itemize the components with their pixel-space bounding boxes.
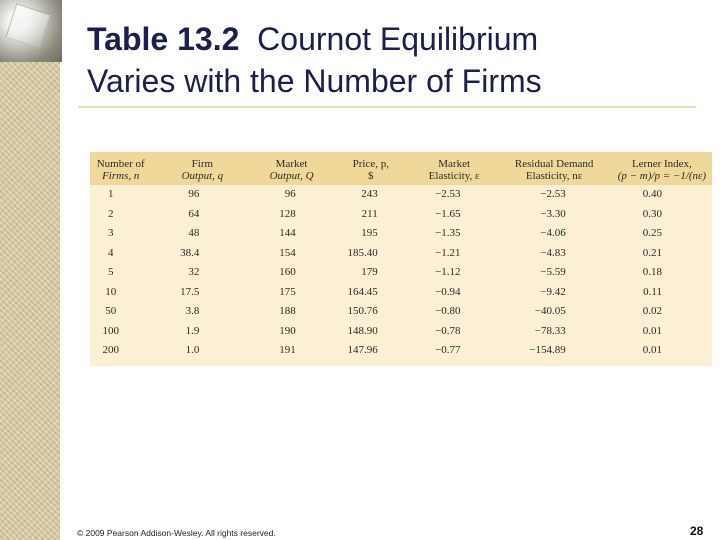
cell-market-elasticity: −1.21 bbox=[435, 246, 461, 259]
cell-firms: 100 bbox=[102, 324, 119, 337]
cell-firm-output: 64 bbox=[188, 207, 200, 220]
cell-price: 164.45 bbox=[347, 285, 378, 298]
cell-market-output: 190 bbox=[279, 324, 296, 337]
cell-residual-elasticity: −154.89 bbox=[529, 344, 566, 356]
cell-market-elasticity: −0.94 bbox=[435, 285, 461, 298]
cell-firms: 5 bbox=[107, 266, 114, 278]
header-firm-output: Firm Output, q bbox=[181, 158, 224, 182]
cell-price: 185.40 bbox=[347, 246, 378, 259]
table-header-row: Number of Firms, n Firm Output, q Market Ou… bbox=[90, 152, 712, 185]
data-table-container: Number of Firms, n Firm Output, q Market Ou… bbox=[90, 152, 712, 366]
cell-market-output: 128 bbox=[279, 207, 296, 220]
title-line2: Varies with the Number of Firms bbox=[87, 63, 542, 99]
table-row: 1 96 96 243 −2.53 −2.53 0.40 bbox=[90, 185, 712, 205]
cell-lerner-index: 0.40 bbox=[642, 188, 662, 200]
cell-firms: 50 bbox=[105, 305, 117, 317]
table-row: 4 38.4 154 185.40 −1.21 −4.83 0.21 bbox=[90, 244, 712, 264]
cell-residual-elasticity: −78.33 bbox=[534, 324, 566, 337]
cell-market-output: 188 bbox=[279, 305, 296, 317]
cell-market-output: 160 bbox=[279, 266, 296, 278]
cell-lerner-index: 0.02 bbox=[642, 305, 662, 317]
cell-market-elasticity: −0.80 bbox=[435, 305, 461, 317]
page-number: 28 bbox=[690, 524, 704, 538]
cell-price: 150.76 bbox=[347, 305, 378, 317]
cell-market-elasticity: −1.35 bbox=[435, 227, 461, 239]
table-row: 50 3.8 188 150.76 −0.80 −40.05 0.02 bbox=[90, 302, 712, 322]
header-market-elasticity: Market Elasticity, ε bbox=[428, 158, 480, 182]
title-divider bbox=[78, 106, 696, 108]
cell-firm-output: 38.4 bbox=[180, 246, 200, 259]
cell-firms: 1 bbox=[107, 188, 114, 200]
cell-residual-elasticity: −40.05 bbox=[534, 305, 566, 317]
cell-market-output: 144 bbox=[279, 227, 296, 239]
cell-firm-output: 32 bbox=[188, 266, 200, 278]
title-line1-rest: Cournot Equilibrium bbox=[257, 21, 539, 57]
cell-firms: 2 bbox=[107, 207, 114, 220]
ice-cube-image bbox=[0, 0, 62, 62]
cell-market-output: 175 bbox=[279, 285, 296, 298]
cell-market-output: 191 bbox=[279, 344, 296, 356]
cell-residual-elasticity: −2.53 bbox=[540, 188, 566, 200]
header-number-of-firms: Number of Firms, n bbox=[96, 158, 145, 182]
cell-firm-output: 96 bbox=[188, 188, 200, 200]
cell-market-elasticity: −0.78 bbox=[435, 324, 461, 337]
cell-lerner-index: 0.18 bbox=[642, 266, 662, 278]
cell-residual-elasticity: −4.06 bbox=[540, 227, 566, 239]
cell-residual-elasticity: −3.30 bbox=[540, 207, 566, 220]
table-row: 10 17.5 175 164.45 −0.94 −9.42 0.11 bbox=[90, 283, 712, 303]
header-lerner-index: Lerner Index, (p − m)/p = −1/(nε) bbox=[617, 158, 707, 182]
table-row: 100 1.9 190 148.90 −0.78 −78.33 0.01 bbox=[90, 322, 712, 342]
cell-firm-output: 3.8 bbox=[185, 305, 200, 317]
cell-firms: 4 bbox=[107, 246, 114, 259]
table-row: 5 32 160 179 −1.12 −5.59 0.18 bbox=[90, 263, 712, 283]
header-price: Price, p, $ bbox=[352, 158, 389, 182]
cell-market-elasticity: −1.65 bbox=[435, 207, 461, 220]
cell-firm-output: 48 bbox=[188, 227, 200, 239]
title-table-number: Table 13.2 bbox=[87, 21, 240, 57]
cell-lerner-index: 0.01 bbox=[642, 324, 662, 337]
table-row: 200 1.0 191 147.96 −0.77 −154.89 0.01 bbox=[90, 341, 712, 361]
cell-price: 211 bbox=[361, 207, 378, 220]
cell-price: 148.90 bbox=[347, 324, 378, 337]
cell-market-output: 96 bbox=[284, 188, 296, 200]
cell-firms: 3 bbox=[107, 227, 114, 239]
table-row: 2 64 128 211 −1.65 −3.30 0.30 bbox=[90, 205, 712, 225]
cell-firm-output: 1.9 bbox=[185, 324, 200, 337]
cell-lerner-index: 0.01 bbox=[642, 344, 662, 356]
cell-firm-output: 1.0 bbox=[185, 344, 200, 356]
header-residual-demand-elasticity: Residual Demand Elasticity, nε bbox=[514, 158, 594, 182]
table-row: 3 48 144 195 −1.35 −4.06 0.25 bbox=[90, 224, 712, 244]
slide-title: Table 13.2 Cournot Equilibrium Varies wi… bbox=[87, 18, 707, 102]
copyright-footer: © 2009 Pearson Addison-Wesley. All right… bbox=[77, 528, 276, 538]
decorative-left-strip bbox=[0, 0, 60, 540]
cell-market-output: 154 bbox=[279, 246, 296, 259]
cell-market-elasticity: −0.77 bbox=[435, 344, 461, 356]
cell-price: 243 bbox=[361, 188, 378, 200]
cell-price: 147.96 bbox=[347, 344, 378, 356]
cell-firms: 200 bbox=[102, 344, 119, 356]
cell-price: 195 bbox=[361, 227, 378, 239]
cell-market-elasticity: −1.12 bbox=[435, 266, 461, 278]
cell-lerner-index: 0.21 bbox=[642, 246, 662, 259]
cell-lerner-index: 0.25 bbox=[642, 227, 662, 239]
cell-market-elasticity: −2.53 bbox=[435, 188, 461, 200]
cell-residual-elasticity: −5.59 bbox=[540, 266, 566, 278]
header-market-output: Market Output, Q bbox=[269, 158, 314, 182]
cell-firm-output: 17.5 bbox=[180, 285, 200, 298]
cell-residual-elasticity: −9.42 bbox=[540, 285, 566, 298]
cell-residual-elasticity: −4.83 bbox=[540, 246, 566, 259]
cell-price: 179 bbox=[361, 266, 378, 278]
cell-firms: 10 bbox=[105, 285, 117, 298]
cournot-table: Number of Firms, n Firm Output, q Market Ou… bbox=[90, 152, 712, 361]
cell-lerner-index: 0.30 bbox=[642, 207, 662, 220]
cell-lerner-index: 0.11 bbox=[643, 285, 662, 298]
